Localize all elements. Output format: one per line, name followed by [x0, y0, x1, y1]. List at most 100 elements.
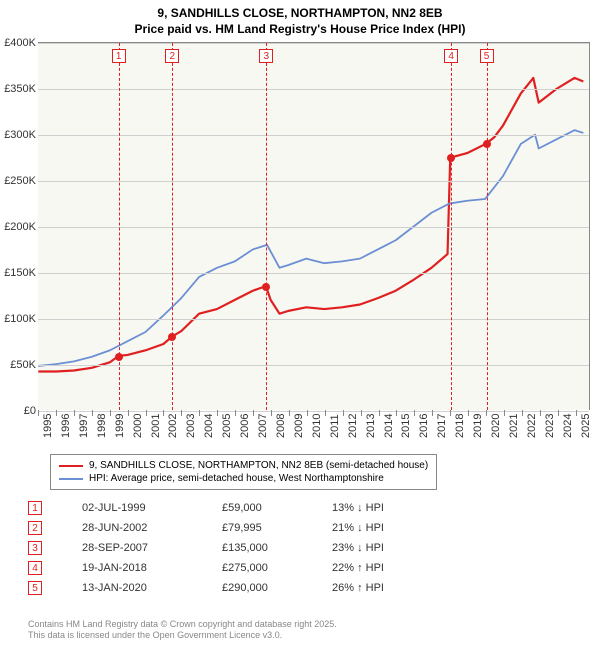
marker-box: 1: [112, 49, 126, 63]
footer-line: Contains HM Land Registry data © Crown c…: [28, 619, 337, 631]
x-tick: [504, 410, 505, 416]
marker-box: 3: [259, 49, 273, 63]
gridline: [38, 181, 589, 182]
x-axis-label: 1998: [96, 414, 108, 438]
marker-dot: [115, 353, 123, 361]
sale-date: 02-JUL-1999: [82, 502, 222, 514]
x-axis-label: 2002: [167, 414, 179, 438]
sale-price: £135,000: [222, 542, 332, 554]
sale-diff: 21% ↓ HPI: [332, 522, 462, 534]
y-axis-label: £50K: [0, 359, 36, 371]
footer-line: This data is licensed under the Open Gov…: [28, 630, 337, 642]
x-tick: [289, 410, 290, 416]
sale-diff: 23% ↓ HPI: [332, 542, 462, 554]
y-axis-label: £300K: [0, 129, 36, 141]
sale-marker-box: 5: [28, 581, 42, 595]
x-tick: [540, 410, 541, 416]
x-tick: [468, 410, 469, 416]
x-axis-label: 2010: [311, 414, 323, 438]
x-tick: [576, 410, 577, 416]
x-tick: [414, 410, 415, 416]
x-axis-label: 2007: [257, 414, 269, 438]
sales-table: 102-JUL-1999£59,00013% ↓ HPI228-JUN-2002…: [28, 498, 572, 598]
marker-line: [487, 43, 488, 410]
y-axis-label: £350K: [0, 83, 36, 95]
gridline: [38, 135, 589, 136]
x-tick: [522, 410, 523, 416]
x-tick: [199, 410, 200, 416]
sale-date: 28-JUN-2002: [82, 522, 222, 534]
y-axis-label: £0: [0, 405, 36, 417]
marker-dot: [168, 333, 176, 341]
sale-marker-box: 2: [28, 521, 42, 535]
y-axis-label: £250K: [0, 175, 36, 187]
x-axis-label: 2003: [185, 414, 197, 438]
x-tick: [271, 410, 272, 416]
x-axis-label: 2001: [150, 414, 162, 438]
x-tick: [74, 410, 75, 416]
x-axis-label: 1997: [78, 414, 90, 438]
sale-diff: 13% ↓ HPI: [332, 502, 462, 514]
marker-line: [172, 43, 173, 410]
sale-row: 2 28-JUN-2002£79,99521% ↓ HPI: [28, 518, 572, 538]
y-axis-label: £400K: [0, 37, 36, 49]
sale-date: 28-SEP-2007: [82, 542, 222, 554]
x-tick: [450, 410, 451, 416]
x-axis-label: 2008: [275, 414, 287, 438]
sale-marker-box: 1: [28, 501, 42, 515]
x-axis-label: 2019: [472, 414, 484, 438]
x-tick: [38, 410, 39, 416]
sale-date: 13-JAN-2020: [82, 582, 222, 594]
sale-marker-box: 3: [28, 541, 42, 555]
x-tick: [163, 410, 164, 416]
legend-swatch: [59, 465, 83, 467]
x-axis-label: 2013: [365, 414, 377, 438]
price-chart: £0£50K£100K£150K£200K£250K£300K£350K£400…: [38, 42, 590, 410]
marker-line: [266, 43, 267, 410]
marker-box: 2: [165, 49, 179, 63]
x-axis-label: 2020: [490, 414, 502, 438]
x-tick: [56, 410, 57, 416]
marker-box: 4: [444, 49, 458, 63]
x-axis-label: 1999: [114, 414, 126, 438]
gridline: [38, 365, 589, 366]
legend-row: HPI: Average price, semi-detached house,…: [59, 472, 428, 485]
x-tick: [343, 410, 344, 416]
x-tick: [379, 410, 380, 416]
x-tick: [558, 410, 559, 416]
marker-line: [451, 43, 452, 410]
x-axis-label: 2018: [454, 414, 466, 438]
x-tick: [181, 410, 182, 416]
legend-swatch: [59, 478, 83, 480]
x-axis-label: 2024: [562, 414, 574, 438]
x-axis-label: 2025: [580, 414, 592, 438]
gridline: [38, 411, 589, 412]
sale-row: 419-JAN-2018£275,00022% ↑ HPI: [28, 558, 572, 578]
x-tick: [92, 410, 93, 416]
x-axis-label: 2006: [239, 414, 251, 438]
sale-row: 102-JUL-1999£59,00013% ↓ HPI: [28, 498, 572, 518]
x-tick: [235, 410, 236, 416]
gridline: [38, 273, 589, 274]
sale-row: 513-JAN-2020£290,00026% ↑ HPI: [28, 578, 572, 598]
x-axis-label: 2021: [508, 414, 520, 438]
x-axis-label: 2023: [544, 414, 556, 438]
legend-label: 9, SANDHILLS CLOSE, NORTHAMPTON, NN2 8EB…: [89, 460, 428, 471]
x-axis-label: 2014: [383, 414, 395, 438]
x-tick: [432, 410, 433, 416]
x-tick: [128, 410, 129, 416]
x-tick: [146, 410, 147, 416]
gridline: [38, 319, 589, 320]
title-address: 9, SANDHILLS CLOSE, NORTHAMPTON, NN2 8EB: [0, 6, 600, 22]
x-axis-label: 1996: [60, 414, 72, 438]
x-tick: [486, 410, 487, 416]
marker-dot: [447, 154, 455, 162]
legend-box: 9, SANDHILLS CLOSE, NORTHAMPTON, NN2 8EB…: [50, 454, 437, 490]
x-axis-label: 2009: [293, 414, 305, 438]
x-axis-label: 2005: [221, 414, 233, 438]
sale-price: £290,000: [222, 582, 332, 594]
marker-box: 5: [480, 49, 494, 63]
sale-diff: 22% ↑ HPI: [332, 562, 462, 574]
x-axis-label: 2004: [203, 414, 215, 438]
sale-price: £79,995: [222, 522, 332, 534]
